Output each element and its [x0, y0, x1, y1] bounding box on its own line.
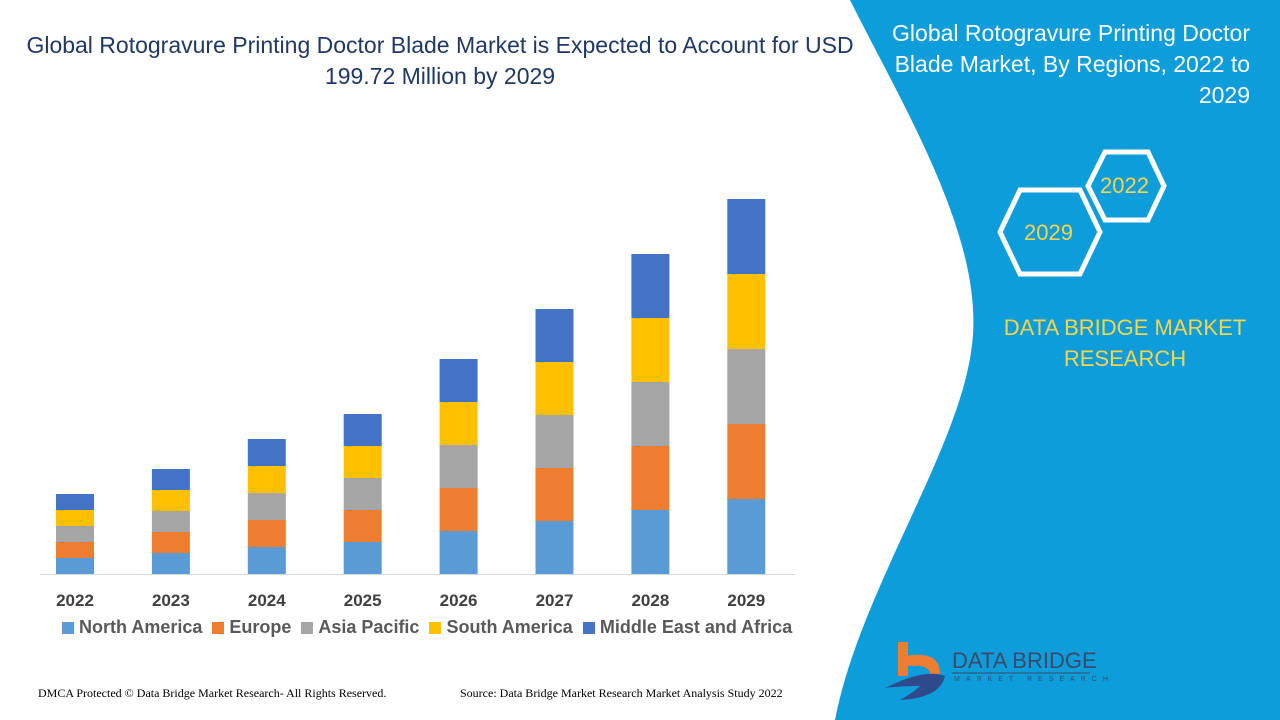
x-tick-label: 2022 [56, 591, 94, 610]
legend-item: Middle East and Africa [582, 617, 793, 638]
bar-segment-europe-2023 [151, 532, 190, 553]
hex-label-2022: 2022 [1100, 173, 1149, 198]
bar-segment-north-america-2023 [151, 553, 190, 574]
bar-segment-europe-2022 [56, 542, 94, 558]
legend-label: Middle East and Africa [599, 617, 793, 637]
bar-segment-south-america-2029 [727, 274, 766, 349]
bar-segment-south-america-2026 [439, 402, 478, 445]
bar-segment-middle-east-and-africa-2024 [247, 439, 286, 466]
legend-label: Asia Pacific [318, 617, 420, 637]
bar-segment-asia-pacific-2029 [727, 349, 766, 424]
bar-segment-europe-2029 [727, 424, 766, 499]
x-tick-label: 2029 [727, 591, 766, 610]
x-tick-label: 2028 [631, 591, 670, 610]
brand-text: DATA BRIDGE MARKET RESEARCH [1003, 315, 1247, 371]
bar-segment-south-america-2023 [151, 490, 190, 511]
bar-segment-asia-pacific-2026 [439, 445, 478, 488]
bar-segment-north-america-2026 [439, 531, 478, 574]
legend-swatch [62, 621, 74, 634]
legend-label: North America [79, 617, 203, 637]
bar-segment-south-america-2025 [343, 446, 382, 478]
bar-segment-south-america-2027 [535, 362, 574, 415]
bar-segment-north-america-2025 [343, 542, 382, 574]
source-note: Source: Data Bridge Market Research Mark… [460, 686, 783, 700]
bar-segment-middle-east-and-africa-2022 [56, 494, 94, 510]
chart-title: Global Rotogravure Printing Doctor Blade… [26, 32, 854, 89]
bar-segment-europe-2028 [631, 446, 670, 510]
hexagon-2029 [997, 187, 1103, 277]
hex-label-2029: 2029 [1024, 220, 1073, 245]
bar-segment-middle-east-and-africa-2025 [343, 414, 382, 446]
logo-text: DATA BRIDGE [952, 648, 1097, 673]
bar-segment-middle-east-and-africa-2029 [727, 199, 766, 274]
bar-segment-north-america-2028 [631, 510, 670, 574]
legend-item: Asia Pacific [301, 617, 419, 638]
legend-swatch [582, 621, 595, 634]
legend-item: Europe [212, 617, 291, 638]
hexagon-2022 [1085, 149, 1167, 223]
side-panel-title: Global Rotogravure Printing Doctor Blade… [892, 20, 1250, 108]
bar-segment-north-america-2022 [56, 558, 94, 574]
bar-segment-asia-pacific-2024 [247, 493, 286, 520]
x-tick-label: 2025 [343, 591, 382, 610]
legend-item: South America [429, 617, 573, 638]
x-tick-label: 2027 [535, 591, 574, 610]
bar-segment-south-america-2028 [631, 318, 670, 382]
bar-segment-middle-east-and-africa-2026 [439, 359, 478, 402]
bar-segment-asia-pacific-2023 [151, 511, 190, 532]
legend-item: North America [62, 617, 202, 638]
legend-swatch [212, 621, 225, 634]
copyright: DMCA Protected © Data Bridge Market Rese… [38, 686, 387, 700]
bar-segment-europe-2025 [343, 510, 382, 542]
bar-segment-middle-east-and-africa-2023 [151, 469, 190, 490]
bar-segment-north-america-2029 [727, 499, 766, 574]
legend: North America Europe Asia Pacific South Ame… [62, 617, 792, 638]
bar-segment-europe-2026 [439, 488, 478, 531]
x-tick-label: 2024 [247, 591, 286, 610]
bar-segment-asia-pacific-2028 [631, 382, 670, 446]
bar-segment-north-america-2027 [535, 521, 574, 574]
x-tick-label: 2023 [151, 591, 190, 610]
bar-segment-asia-pacific-2027 [535, 415, 574, 468]
bar-segment-south-america-2022 [56, 510, 94, 526]
bar-segment-middle-east-and-africa-2027 [535, 309, 574, 362]
bar-segment-north-america-2024 [247, 547, 286, 574]
side-panel [835, 0, 1280, 720]
bar-segment-south-america-2024 [247, 466, 286, 493]
logo-icon [885, 642, 945, 700]
legend-swatch [301, 621, 314, 634]
logo-subtext: MARKET RESEARCH [954, 676, 1114, 683]
legend-label: South America [446, 617, 573, 637]
bars [56, 199, 766, 574]
legend-label: Europe [229, 617, 292, 637]
legend-swatch [429, 621, 442, 634]
bar-segment-asia-pacific-2022 [56, 526, 94, 542]
bar-segment-middle-east-and-africa-2028 [631, 254, 670, 318]
bar-segment-europe-2027 [535, 468, 574, 521]
x-tick-label: 2026 [439, 591, 478, 610]
bar-segment-europe-2024 [247, 520, 286, 547]
bar-segment-asia-pacific-2025 [343, 478, 382, 510]
